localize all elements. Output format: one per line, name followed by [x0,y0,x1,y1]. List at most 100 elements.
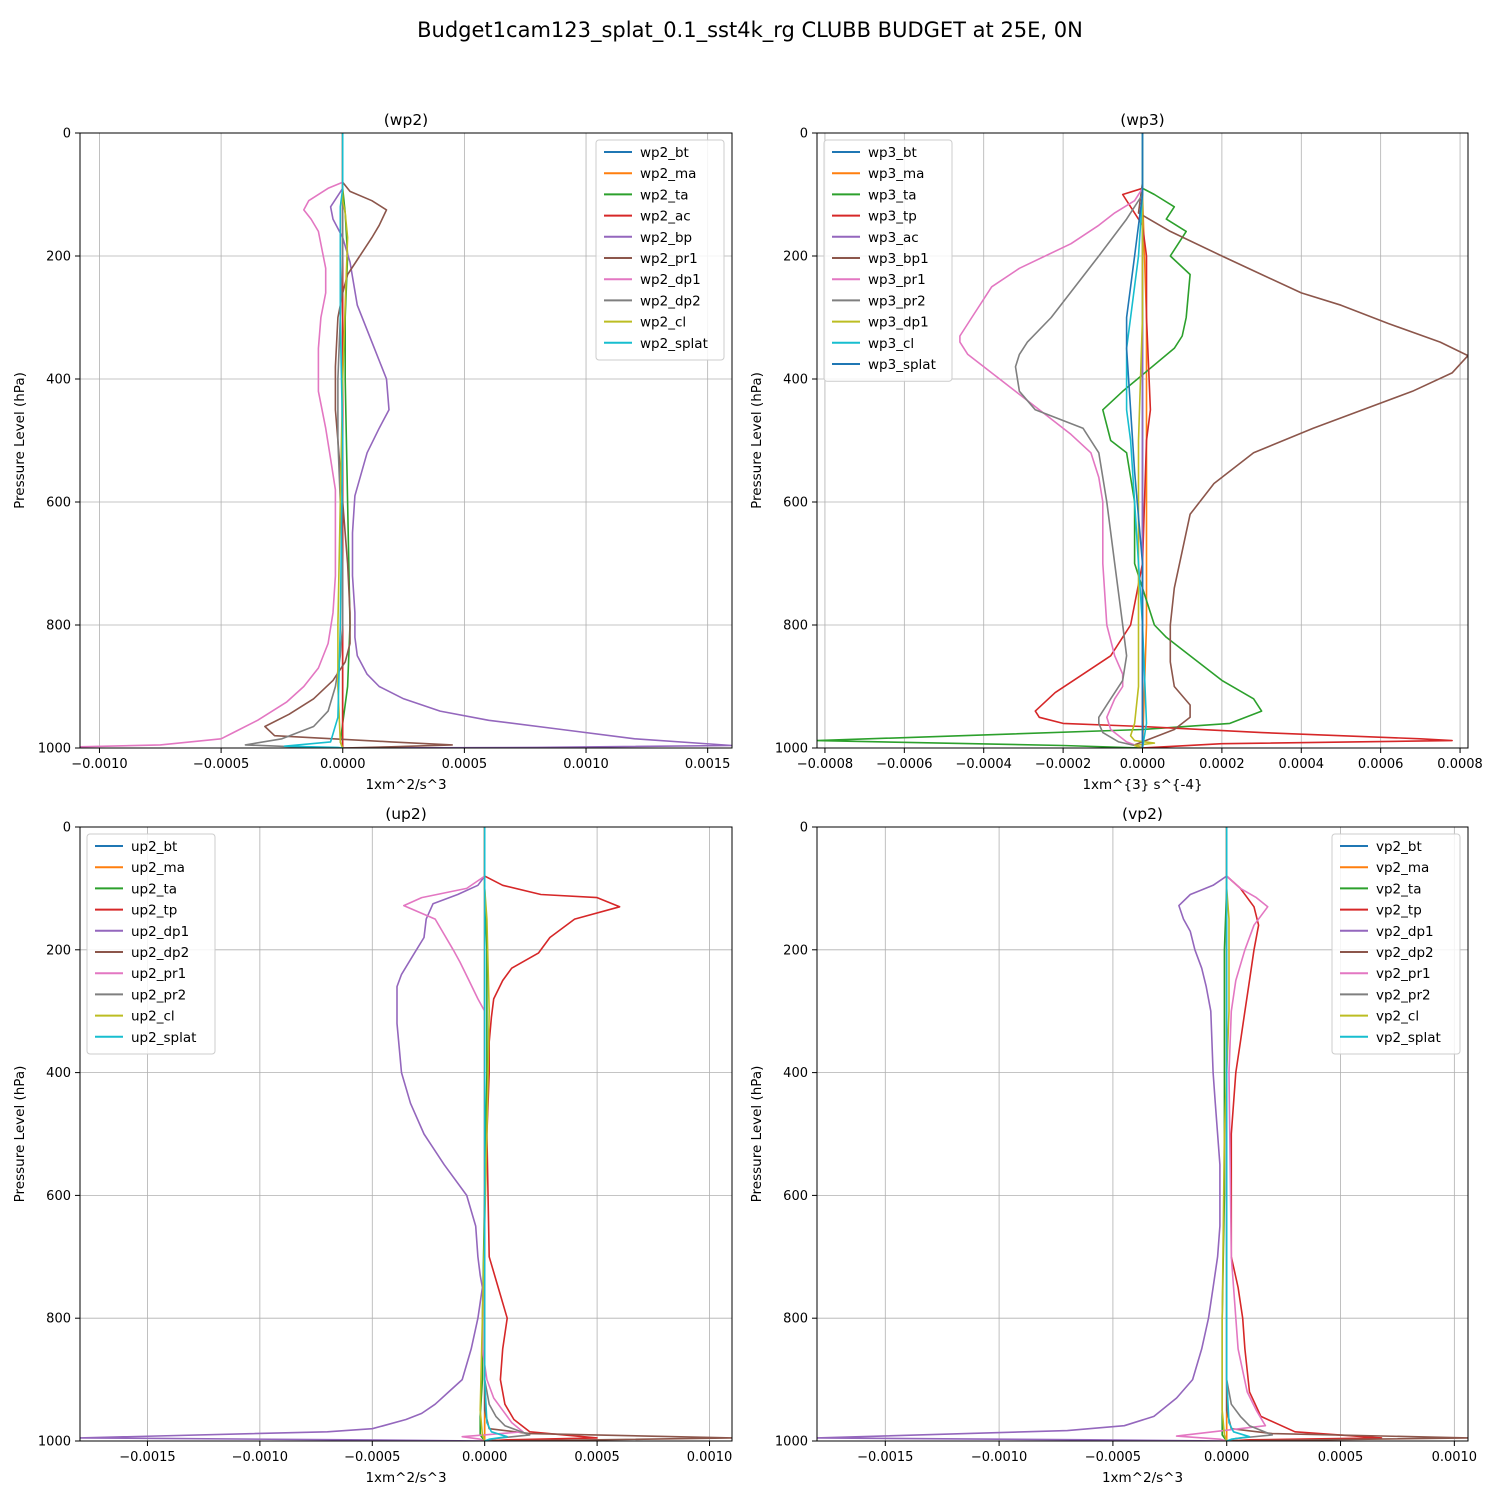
legend-label: wp2_bt [640,145,689,161]
legend-label: wp3_ac [868,230,919,246]
x-tick-label: −0.0010 [971,1450,1027,1465]
x-tick-label: −0.0008 [797,757,853,772]
x-tick-label: −0.0002 [1035,757,1091,772]
x-tick-label: 0.0005 [442,757,488,772]
panel-title: (wp2) [384,111,428,129]
series-group [80,827,732,1441]
legend-label: wp2_dp1 [640,272,701,288]
x-tick-label: −0.0005 [344,1450,400,1465]
y-tick-label: 400 [783,1066,808,1081]
x-tick-label: −0.0005 [1085,1450,1141,1465]
legend-label: vp2_ma [1376,860,1429,876]
axes-frame [79,132,733,749]
legend-label: vp2_cl [1376,1009,1419,1025]
series-line-wp2_splat [283,133,344,748]
y-axis-label: Pressure Level (hPa) [749,372,765,509]
axes-frame [816,826,1469,1442]
x-tick-label: 0.0002 [1199,757,1245,772]
series-line-vp2_tp [1225,827,1383,1441]
y-tick-label: 1000 [775,742,808,757]
y-tick-label: 800 [46,619,71,634]
legend-label: vp2_pr1 [1376,966,1431,982]
legend-label: up2_ta [131,881,177,897]
panel-3: −0.0015 −0.0010 −0.0005 0.0000 0.0005 0.0010 0… [749,805,1477,1486]
legend-label: vp2_dp1 [1376,924,1434,940]
legend-label: up2_tp [131,903,177,919]
series-line-up2_pr1 [402,827,524,1441]
x-tick-label: 0.0015 [685,757,731,772]
legend-label: wp3_cl [868,336,914,352]
x-axis-label: 1xm^{3} s^{-4} [1082,777,1202,793]
series-line-vp2_dp1 [817,827,1228,1441]
x-tick-label: 0.0010 [687,1450,733,1465]
series-line-up2_splat [483,827,509,1441]
x-tick-label: 0.0000 [1204,1450,1250,1465]
y-tick-label: 200 [46,250,71,265]
legend-label: up2_pr1 [131,966,186,982]
panel-0: −0.0010 −0.0005 0.0000 0.0005 0.0010 0.0015 0 2… [12,111,733,793]
y-tick-label: 0 [800,127,808,142]
y-tick-label: 400 [46,373,71,388]
y-tick-label: 200 [783,943,808,958]
legend-label: wp2_pr1 [640,251,698,267]
series-line-wp2_dp1 [80,133,344,748]
y-tick-label: 600 [46,496,71,511]
series-line-up2_dp2 [483,827,732,1441]
y-tick-label: 200 [783,250,808,265]
series-line-wp3_pr1 [959,133,1144,748]
x-tick-label: 0.0005 [574,1450,620,1465]
y-tick-label: 200 [46,943,71,958]
series-group [817,827,1468,1441]
series-line-wp2_pr1 [264,133,454,748]
legend-label: up2_ma [131,860,185,876]
legend-label: wp3_pr1 [868,272,926,288]
y-tick-label: 0 [800,821,808,836]
legend-label: wp3_dp1 [868,315,929,331]
series-group [817,133,1468,748]
legend-label: wp2_ma [640,166,696,182]
y-axis-label: Pressure Level (hPa) [12,372,28,509]
legend-label: wp2_ta [640,187,689,203]
series-line-wp2_dp2 [244,133,344,748]
x-axis-label: 1xm^2/s^3 [1102,1470,1183,1486]
y-tick-label: 800 [783,619,808,634]
legend-label: wp2_ac [640,209,691,225]
legend-label: wp2_dp2 [640,293,701,309]
legend-label: vp2_splat [1376,1030,1441,1046]
series-line-vp2_pr2 [1225,827,1273,1441]
y-axis-label: Pressure Level (hPa) [12,1066,28,1203]
panel-title: (wp3) [1120,111,1164,129]
series-group [80,133,732,748]
x-tick-label: −0.0010 [71,757,127,772]
legend-label: vp2_tp [1376,903,1422,919]
legend-label: vp2_pr2 [1376,987,1431,1003]
legend: wp3_bt wp3_ma wp3_ta wp3_tp wp3_ac wp3_bp1 wp3… [823,139,953,382]
legend: vp2_bt vp2_ma vp2_ta vp2_tp vp2_dp1 vp2_dp2vp… [1331,833,1461,1055]
legend-label: up2_bt [131,839,177,855]
y-tick-label: 600 [783,1189,808,1204]
y-tick-label: 600 [783,496,808,511]
series-line-up2_tp [483,827,621,1441]
x-axis-label: 1xm^2/s^3 [365,777,446,793]
x-axis-label: 1xm^2/s^3 [365,1470,446,1486]
legend-label: wp3_ma [868,166,924,182]
legend-label: vp2_bt [1376,839,1422,855]
y-tick-label: 1000 [775,1435,808,1450]
series-line-vp2_splat [1225,827,1251,1441]
legend-label: wp2_bp [640,230,692,246]
series-line-wp2_bp [329,133,732,748]
legend-label: vp2_ta [1376,881,1421,897]
x-tick-label: 0.0000 [320,757,366,772]
series-line-wp3_ta [817,133,1263,748]
figure-title: Budget1cam123_splat_0.1_sst4k_rg CLUBB B… [417,18,1083,43]
y-tick-label: 400 [46,1066,71,1081]
series-line-wp3_bp1 [1133,133,1468,748]
axes-frame [79,826,733,1442]
y-tick-label: 0 [63,821,71,836]
x-tick-label: 0.0006 [1358,757,1404,772]
panel-2: −0.0015 −0.0010 −0.0005 0.0000 0.0005 0.0010 0… [12,805,733,1486]
legend-label: wp3_ta [868,187,917,203]
series-line-up2_dp1 [80,827,486,1441]
series-line-wp3_dp1 [1129,133,1156,748]
